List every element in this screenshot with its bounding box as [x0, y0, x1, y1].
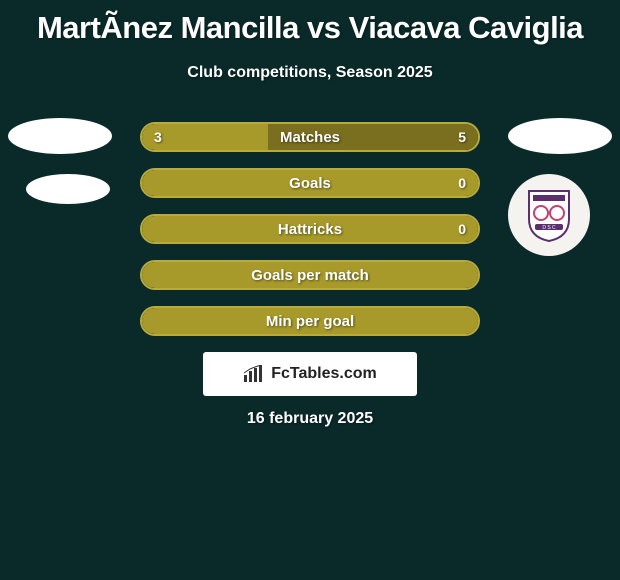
- watermark-text: FcTables.com: [271, 365, 377, 383]
- date-label: 16 february 2025: [0, 410, 620, 428]
- right-player-photos: D S C: [508, 118, 612, 256]
- comparison-bars: Matches35Goals0Hattricks0Goals per match…: [140, 122, 480, 352]
- watermark: FcTables.com: [203, 352, 417, 396]
- stat-bar: Goals per match: [140, 260, 480, 290]
- subtitle: Club competitions, Season 2025: [0, 64, 620, 82]
- bar-chart-icon: [243, 365, 265, 383]
- stat-bar: Goals0: [140, 168, 480, 198]
- stat-bar: Min per goal: [140, 306, 480, 336]
- bar-label: Min per goal: [142, 308, 478, 334]
- bar-value-right: 0: [458, 170, 466, 196]
- club-crest-icon: D S C: [519, 185, 579, 245]
- svg-text:D S C: D S C: [542, 225, 556, 231]
- bar-label: Matches: [142, 124, 478, 150]
- stat-bar: Hattricks0: [140, 214, 480, 244]
- player-photo-placeholder: [8, 118, 112, 154]
- left-player-photos: [8, 118, 112, 224]
- bar-value-left: 3: [154, 124, 162, 150]
- bar-value-right: 5: [458, 124, 466, 150]
- bar-value-right: 0: [458, 216, 466, 242]
- page-title: MartÃnez Mancilla vs Viacava Caviglia: [0, 0, 620, 46]
- bar-label: Hattricks: [142, 216, 478, 242]
- stat-bar: Matches3 5: [140, 122, 480, 152]
- club-badge: D S C: [508, 174, 590, 256]
- player-club-placeholder: [26, 174, 110, 204]
- player-photo-placeholder: [508, 118, 612, 154]
- bar-label: Goals per match: [142, 262, 478, 288]
- bar-label: Goals: [142, 170, 478, 196]
